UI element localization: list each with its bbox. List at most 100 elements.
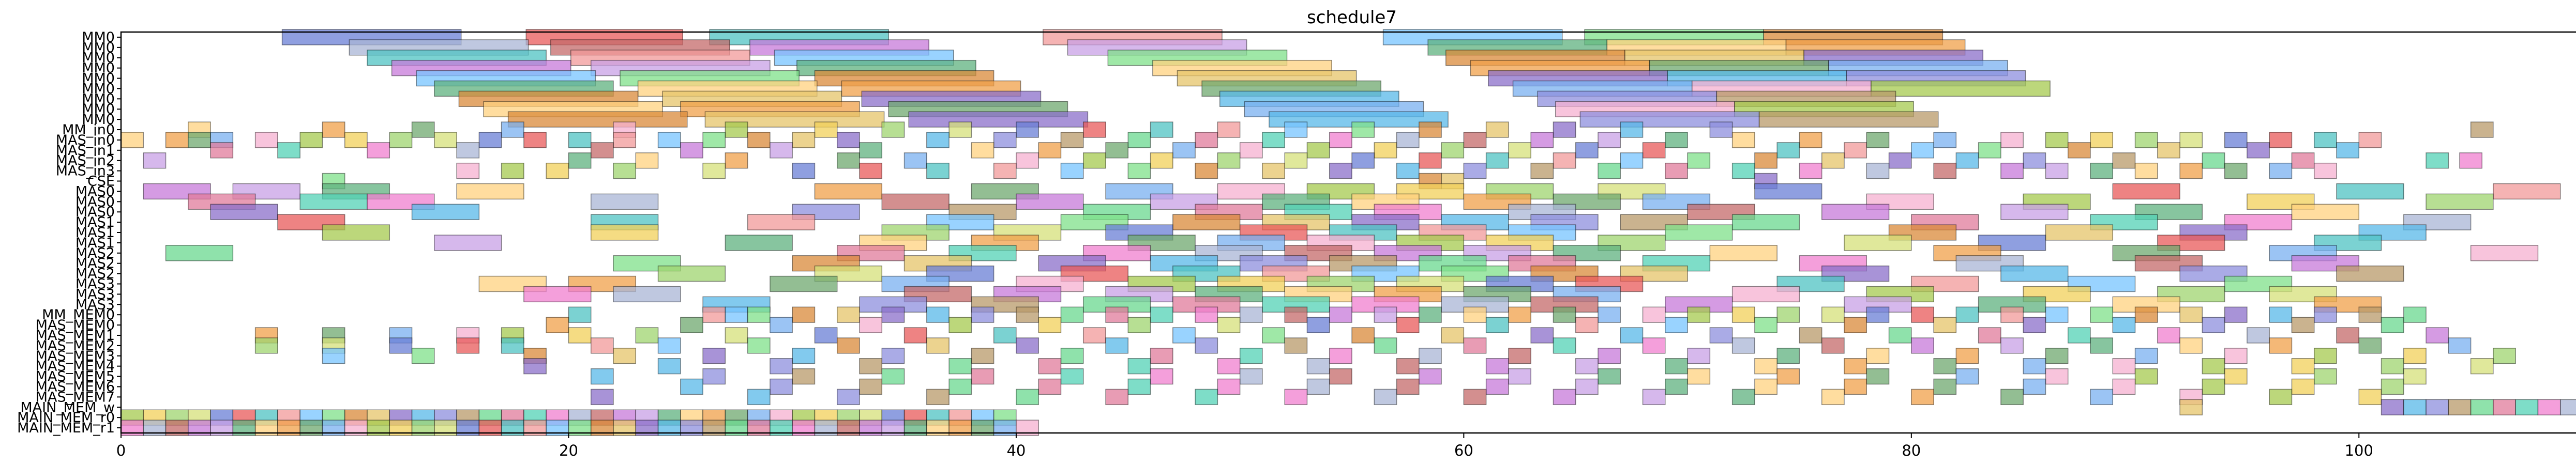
task-bar bbox=[2269, 162, 2293, 179]
row-label: MAS_in2 bbox=[56, 153, 115, 169]
task-bar bbox=[507, 111, 688, 128]
task-bar bbox=[1871, 80, 2051, 97]
task-bar bbox=[1374, 337, 1397, 354]
row-label: MAIN_MEM_r0 bbox=[17, 410, 115, 426]
row-label: MM0 bbox=[82, 40, 115, 56]
chart-title: schedule7 bbox=[1307, 7, 1397, 28]
task-bar bbox=[657, 132, 681, 148]
task-bar bbox=[1911, 142, 1934, 159]
task-bar bbox=[1060, 368, 1084, 385]
task-bar bbox=[2313, 348, 2337, 364]
task-bar bbox=[948, 378, 972, 395]
task-bar bbox=[881, 368, 905, 385]
task-bar bbox=[993, 132, 1017, 148]
row-label: MM0 bbox=[82, 91, 115, 107]
task-bar bbox=[1284, 389, 1308, 406]
task-bar bbox=[1754, 152, 1777, 169]
task-bar bbox=[1419, 368, 1442, 385]
task-bar bbox=[1776, 142, 1800, 159]
task-bar bbox=[2224, 368, 2248, 385]
task-bar bbox=[1195, 306, 1218, 323]
task-bar bbox=[277, 142, 300, 159]
x-tick-label: 100 bbox=[2345, 442, 2373, 459]
task-bar bbox=[1016, 337, 1039, 354]
task-bar bbox=[859, 317, 883, 333]
row-label: MAS2 bbox=[76, 256, 115, 272]
task-bar bbox=[613, 286, 681, 303]
task-bar bbox=[322, 121, 345, 138]
task-bar bbox=[1731, 389, 1755, 406]
task-bar bbox=[1016, 152, 1039, 169]
task-bar bbox=[501, 337, 524, 354]
task-bar bbox=[1888, 152, 1912, 169]
task-bar bbox=[2000, 337, 2024, 354]
task-bar bbox=[814, 183, 883, 200]
task-bar bbox=[770, 317, 793, 333]
task-bar bbox=[2224, 275, 2293, 292]
row-label: MAS_MEM0 bbox=[36, 317, 115, 333]
task-bar bbox=[1127, 358, 1151, 375]
task-bar bbox=[2134, 348, 2158, 364]
x-tick-label: 60 bbox=[1454, 442, 1473, 459]
task-bar bbox=[2157, 327, 2180, 344]
task-bar bbox=[1150, 348, 1173, 364]
task-bar bbox=[2112, 152, 2136, 169]
task-bar bbox=[2470, 245, 2539, 261]
task-bar bbox=[1463, 306, 1487, 323]
task-bar bbox=[1844, 235, 1912, 251]
task-bar bbox=[1530, 327, 1554, 344]
task-bar bbox=[546, 317, 569, 333]
row-label: MAS_in0 bbox=[56, 132, 115, 148]
task-bar bbox=[2426, 327, 2449, 344]
task-bar bbox=[2067, 142, 2091, 159]
task-bar bbox=[1195, 337, 1218, 354]
task-bar bbox=[2179, 399, 2203, 415]
row-label: MAS_MEM3 bbox=[36, 348, 115, 364]
task-bar bbox=[2358, 337, 2382, 354]
task-bar bbox=[1731, 162, 1755, 179]
task-bar bbox=[1329, 132, 1352, 148]
task-bar bbox=[2313, 132, 2337, 148]
row-label: MAS0 bbox=[76, 183, 115, 199]
task-bar bbox=[1665, 224, 1733, 241]
task-bar bbox=[1978, 142, 2001, 159]
task-bar bbox=[948, 317, 972, 333]
task-bar bbox=[1776, 348, 1800, 364]
task-bar bbox=[1642, 306, 1666, 323]
row-label: MAS1 bbox=[76, 214, 115, 230]
task-bar bbox=[613, 132, 637, 148]
task-bar bbox=[1396, 378, 1420, 395]
task-bar bbox=[1866, 193, 1934, 210]
x-tick-label: 20 bbox=[559, 442, 578, 459]
task-bar bbox=[1665, 132, 1688, 148]
task-bar bbox=[702, 348, 726, 364]
task-bar bbox=[2023, 358, 2046, 375]
task-bar bbox=[1754, 317, 1777, 333]
task-bar bbox=[1665, 162, 1688, 179]
task-bar bbox=[210, 204, 278, 220]
task-bar bbox=[2157, 142, 2180, 159]
task-bar bbox=[2112, 317, 2136, 333]
task-bar bbox=[702, 306, 726, 323]
task-bar bbox=[1038, 378, 1062, 395]
task-bar bbox=[836, 306, 860, 323]
task-bar bbox=[2112, 183, 2180, 200]
task-bar bbox=[1955, 348, 1979, 364]
task-bar bbox=[2247, 327, 2270, 344]
task-bar bbox=[971, 348, 995, 364]
task-bar bbox=[1620, 121, 1644, 138]
task-bar bbox=[1665, 358, 1688, 375]
task-bar bbox=[1105, 306, 1129, 323]
task-bar bbox=[1799, 132, 1822, 148]
task-bar bbox=[2000, 162, 2024, 179]
task-bar bbox=[836, 337, 860, 354]
task-bar bbox=[1441, 142, 1465, 159]
task-bar bbox=[1575, 358, 1599, 375]
task-bar bbox=[2448, 399, 2472, 415]
x-axis: 0 20 40 60 80 100 bbox=[116, 433, 2373, 459]
task-bar bbox=[747, 337, 771, 354]
task-bar bbox=[926, 337, 950, 354]
task-bar bbox=[1687, 368, 1711, 385]
task-bar bbox=[254, 337, 278, 354]
